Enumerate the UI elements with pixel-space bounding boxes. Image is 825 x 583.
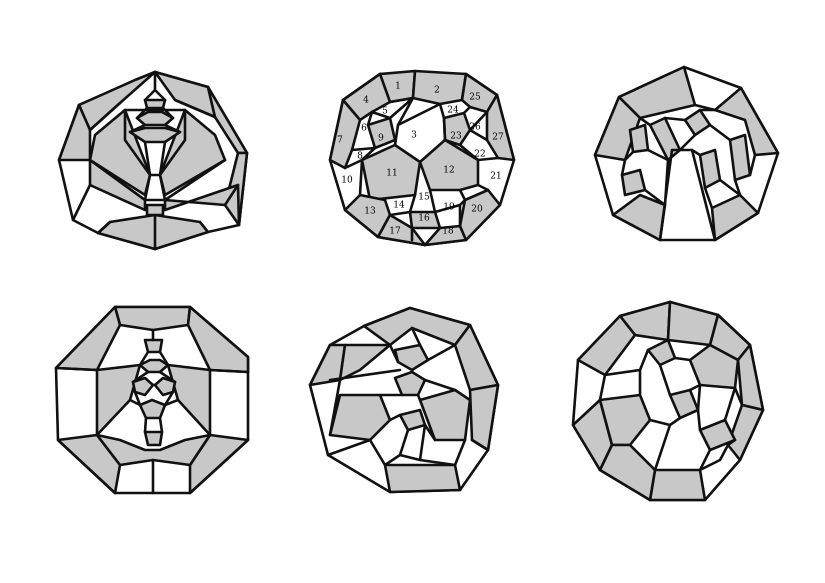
planar-graph-f [571, 300, 765, 502]
planar-graph-d [54, 305, 250, 495]
graph-b-face-7 [328, 98, 362, 170]
face-label: 10 [341, 176, 353, 186]
face-label: 19 [443, 203, 455, 213]
graph-c-face [620, 168, 647, 197]
graph-f-face [648, 468, 707, 502]
face-label: 25 [469, 93, 481, 103]
graph-d-face [138, 358, 170, 374]
face-label: 11 [386, 169, 397, 179]
face-label: 2 [434, 86, 440, 96]
graph-e-face [418, 388, 472, 442]
face-label: 6 [361, 124, 367, 134]
planar-graph-b: 1 2 3 4 5 6 7 8 9 10 11 12 13 14 15 16 1… [328, 69, 516, 247]
graph-b-face-11 [360, 143, 422, 202]
face-label: 24 [447, 106, 459, 116]
graph-e-edges [326, 326, 490, 467]
graph-d-face [95, 433, 212, 467]
graph-d-face [113, 305, 192, 332]
graph-f-face [598, 443, 657, 502]
graph-b-face-2 [411, 69, 468, 106]
planar-graph-a [57, 70, 249, 251]
graph-b-face-13 [343, 193, 392, 239]
graph-d-edges [54, 328, 250, 495]
graph-c-face [628, 123, 650, 154]
face-label: 20 [471, 205, 483, 215]
graph-e-face [338, 343, 392, 382]
face-label: 17 [389, 227, 401, 237]
face-label: 4 [363, 96, 369, 106]
graph-f-face [688, 343, 740, 390]
graph-c-face [713, 86, 780, 157]
face-label: 21 [490, 172, 501, 182]
graph-e-face [383, 463, 462, 494]
graph-d-face [138, 398, 167, 420]
graph-a-face [145, 203, 165, 217]
face-label: 5 [382, 107, 388, 117]
graph-d-face [143, 338, 164, 354]
face-label: 16 [418, 214, 430, 224]
graph-a-face [163, 183, 240, 212]
graph-c-edges [620, 103, 757, 242]
graph-f-edges [598, 348, 744, 472]
graph-b-edges [343, 96, 500, 242]
graph-b-face-25 [460, 72, 499, 114]
planar-graph-c [593, 65, 780, 242]
face-label: 22 [474, 150, 485, 160]
face-label: 14 [393, 201, 405, 211]
face-label: 15 [418, 193, 430, 203]
planar-graph-e [308, 306, 500, 494]
face-label: 26 [469, 123, 481, 133]
graph-b-face-27 [485, 93, 516, 162]
face-label: 7 [337, 136, 343, 146]
face-label: 1 [395, 82, 401, 92]
graph-b-face-labels: 1 2 3 4 5 6 7 8 9 10 11 12 13 14 15 16 1… [337, 82, 504, 237]
graph-c-face [698, 148, 722, 190]
face-label: 18 [442, 227, 454, 237]
face-label: 9 [378, 134, 384, 144]
graph-e-face [393, 370, 427, 397]
face-label: 3 [411, 131, 417, 141]
graph-c-face [728, 133, 752, 182]
face-label: 27 [492, 133, 504, 143]
graph-f-face [576, 314, 637, 377]
face-label: 23 [450, 132, 462, 142]
graph-a-face [96, 213, 210, 251]
graph-f-face [598, 393, 652, 447]
graph-d-face [143, 430, 164, 447]
graph-d-face [131, 376, 155, 397]
graph-f-face [736, 343, 765, 412]
face-label: 12 [443, 166, 454, 176]
face-label: 8 [357, 152, 363, 162]
graph-a-edges [71, 70, 241, 251]
graph-a-face [143, 98, 167, 110]
face-label: 13 [364, 207, 376, 217]
